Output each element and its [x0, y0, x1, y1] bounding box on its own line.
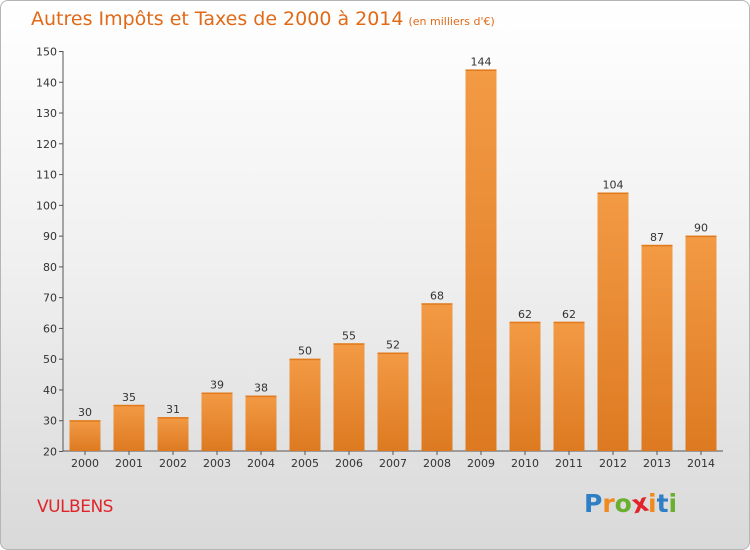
bar-value-label: 35	[122, 391, 136, 404]
chart-title: Autres Impôts et Taxes de 2000 à 2014 (en…	[31, 8, 495, 30]
logo-letter: o	[614, 489, 632, 518]
y-tick-label: 130	[36, 107, 57, 120]
commune-name: VULBENS	[37, 497, 113, 517]
logo-letter: P	[584, 489, 603, 518]
logo-letter: i	[648, 489, 657, 518]
bar-value-label: 62	[518, 308, 532, 321]
bar-value-label: 31	[166, 403, 180, 416]
y-tick-label: 50	[43, 353, 57, 366]
bar-2012	[597, 192, 629, 452]
bar-top-edge	[157, 417, 189, 419]
y-tick-label: 60	[43, 322, 57, 335]
y-tick-label: 150	[36, 46, 57, 59]
logo-letter: t	[656, 489, 669, 518]
bar-2009	[465, 69, 497, 451]
bar-2011	[553, 321, 585, 451]
x-tick-label: 2002	[159, 457, 187, 470]
bar-value-label: 38	[254, 382, 268, 395]
y-tick-label: 100	[36, 199, 57, 212]
y-tick-label: 40	[43, 384, 57, 397]
bar-top-edge	[113, 404, 145, 407]
y-tick-label: 80	[43, 261, 57, 274]
logo-letter: i	[668, 489, 678, 518]
x-tick-label: 2004	[247, 457, 275, 470]
x-tick-label: 2013	[643, 457, 671, 470]
bar-top-edge	[201, 392, 233, 395]
x-tick-label: 2008	[423, 457, 451, 470]
bar-top-edge	[641, 244, 673, 247]
chart-title-text: Autres Impôts et Taxes de 2000 à 2014	[31, 8, 404, 30]
bar-top-edge	[465, 69, 497, 71]
bar-2004	[245, 395, 277, 451]
y-tick-label: 140	[36, 76, 57, 89]
bar-top-edge	[553, 321, 585, 324]
bar-top-edge	[421, 303, 453, 305]
bar-top-edge	[245, 395, 277, 398]
bar-2003	[201, 392, 233, 451]
x-tick-label: 2011	[555, 457, 583, 470]
y-tick-label: 30	[43, 415, 57, 428]
y-tick-label: 90	[43, 230, 57, 243]
bar-top-edge	[69, 420, 101, 422]
y-tick-label: 110	[36, 169, 57, 182]
bar-2002	[157, 417, 189, 451]
bar-value-label: 30	[78, 406, 92, 419]
chart-subtitle: (en milliers d'€)	[408, 15, 495, 28]
bar-2000	[69, 420, 101, 451]
y-tick-label: 20	[43, 446, 57, 459]
x-tick-label: 2010	[511, 457, 539, 470]
bar-value-label: 90	[694, 222, 708, 235]
x-tick-label: 2005	[291, 457, 319, 470]
y-tick-label: 70	[43, 292, 57, 305]
bar-value-label: 68	[430, 289, 444, 302]
bar-2005	[289, 358, 321, 451]
bar-top-edge	[509, 321, 541, 324]
bar-top-edge	[289, 358, 321, 361]
x-tick-label: 2001	[115, 457, 143, 470]
proxiti-logo: Proxiti	[584, 488, 678, 520]
bar-2006	[333, 343, 365, 451]
x-tick-label: 2006	[335, 457, 363, 470]
bar-2010	[509, 321, 541, 451]
bar-value-label: 87	[650, 231, 664, 244]
bar-value-label: 104	[603, 179, 624, 192]
bar-value-label: 52	[386, 339, 400, 352]
x-tick-label: 2003	[203, 457, 231, 470]
bar-2013	[641, 244, 673, 451]
bar-top-edge	[685, 235, 717, 238]
bar-value-label: 39	[210, 379, 224, 392]
bar-2007	[377, 352, 409, 451]
y-tick-label: 120	[36, 138, 57, 151]
bar-2001	[113, 404, 145, 451]
bar-2014	[685, 235, 717, 451]
logo-letter: r	[602, 489, 615, 518]
bar-value-label: 55	[342, 329, 356, 342]
x-tick-label: 2007	[379, 457, 407, 470]
x-tick-label: 2000	[71, 457, 99, 470]
bar-value-label: 62	[562, 308, 576, 321]
x-tick-label: 2009	[467, 457, 495, 470]
bar-2008	[421, 303, 453, 451]
bar-top-edge	[333, 343, 365, 345]
bar-value-label: 144	[471, 55, 492, 68]
bar-top-edge	[597, 192, 629, 195]
bar-value-label: 50	[298, 345, 312, 358]
x-tick-label: 2012	[599, 457, 627, 470]
x-tick-label: 2014	[687, 457, 715, 470]
bar-top-edge	[377, 352, 409, 355]
